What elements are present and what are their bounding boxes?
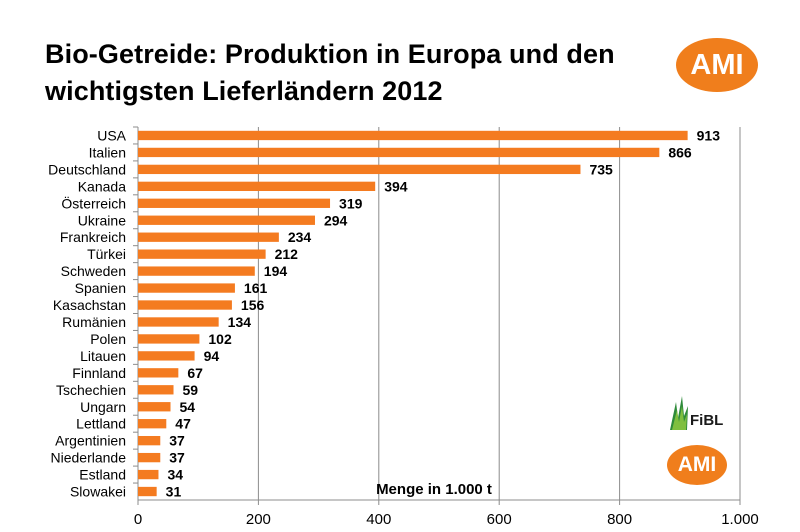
bar [138,452,161,463]
data-label: 194 [264,263,288,279]
category-label: Türkei [87,246,126,262]
category-label: Slowakei [70,484,126,500]
bar [138,181,376,192]
data-label: 54 [180,399,196,415]
bar [138,385,174,395]
bar [138,147,660,158]
data-label: 47 [175,416,191,432]
category-label: USA [97,127,126,143]
data-label: 319 [339,195,363,211]
fibl-logo-text: FiBL [690,412,724,429]
ami-logo-small-text: AMI [677,453,717,476]
bar [138,300,232,310]
fibl-logo: FiBL [666,392,746,432]
bar [138,266,255,276]
bar [138,215,315,225]
category-label: Frankreich [60,229,126,245]
data-label: 913 [697,127,721,143]
x-tick-label: 1.000 [721,511,759,528]
category-label: Spanien [75,280,126,296]
category-label: Italien [89,144,126,160]
bar [138,351,195,361]
category-label: Kasachstan [53,297,126,313]
category-label: Rumänien [62,314,126,330]
data-label: 394 [384,178,408,194]
data-label: 234 [288,229,312,245]
data-label: 294 [324,212,348,228]
data-label: 161 [244,280,268,296]
bar [138,164,581,175]
bar [138,419,167,429]
bar [138,317,219,327]
category-label: Ungarn [80,399,126,415]
bar [138,402,171,412]
category-label: Argentinien [55,433,126,449]
category-label: Niederlande [51,450,127,466]
data-label: 212 [275,246,299,262]
x-tick-label: 400 [366,511,391,528]
x-tick-label: 800 [607,511,632,528]
bar [138,198,331,208]
data-label: 59 [183,382,199,398]
data-label: 34 [167,467,183,483]
bar [138,249,266,259]
data-label: 94 [204,348,220,364]
category-label: Tschechien [56,382,126,398]
category-label: Lettland [76,416,126,432]
bar [138,469,159,480]
ami-logo: AMI [676,38,758,92]
x-axis-title: Menge in 1.000 t [376,481,492,498]
data-label: 102 [208,331,232,347]
category-label: Österreich [61,194,126,211]
data-label: 134 [228,314,252,330]
data-label: 67 [187,365,203,381]
category-label: Polen [90,331,126,347]
ami-logo-text: AMI [690,48,744,81]
fibl-leaf-icon [670,396,688,430]
bar [138,368,179,378]
bar [138,130,688,141]
data-label: 37 [169,433,185,449]
data-label: 37 [169,450,185,466]
data-label: 866 [668,144,692,160]
bar [138,486,157,497]
x-tick-label: 0 [134,511,142,528]
category-label: Deutschland [48,161,126,177]
ami-logo-small: AMI [667,445,727,485]
data-label: 735 [589,161,613,177]
category-label: Finnland [72,365,126,381]
bar [138,232,279,242]
category-label: Litauen [80,348,126,364]
category-label: Estland [79,467,126,483]
data-label: 31 [166,484,182,500]
category-label: Schweden [61,263,126,279]
bar [138,435,161,446]
bar [138,334,200,344]
bar [138,283,235,293]
chart-title: Bio-Getreide: Produktion in Europa und d… [45,39,615,106]
data-label: 156 [241,297,265,313]
category-label: Ukraine [78,212,126,228]
x-tick-label: 600 [487,511,512,528]
category-label: Kanada [78,178,126,194]
x-tick-label: 200 [246,511,271,528]
